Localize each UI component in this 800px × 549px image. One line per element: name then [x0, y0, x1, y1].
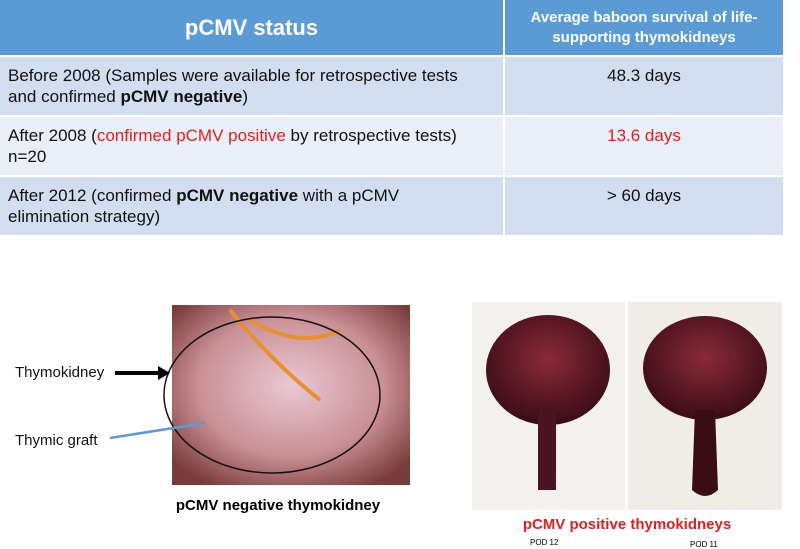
row-cell: Before 2008 (Samples were available for … [0, 57, 503, 115]
caption: pCMV positive thymokidneys [522, 516, 732, 533]
text: confirmed pCMV positive [96, 126, 286, 145]
pod-label: POD 11 [690, 540, 718, 549]
header-cell: pCMV status [0, 0, 503, 55]
text: ) [242, 87, 248, 106]
row-cell: 48.3 days [505, 57, 783, 115]
text: Before 2008 (Samples were available for … [8, 66, 458, 106]
header-cell: Average baboon survival of life-supporti… [505, 0, 783, 55]
text: After 2008 ( [8, 126, 97, 145]
caption: pCMV negative thymokidney [175, 497, 381, 514]
figures [109, 302, 782, 510]
text: pCMV negative [120, 87, 243, 106]
row-cell: After 2008 (confirmed pCMV positive by r… [0, 117, 503, 175]
pod-label: POD 12 [530, 538, 559, 547]
row-cell: After 2012 (confirmed pCMV negative with… [0, 177, 503, 235]
row-cell: 13.6 days [505, 117, 783, 175]
text: by retrospective tests) n=20 [8, 126, 457, 166]
label: Thymic graft [15, 432, 98, 449]
circle [163, 316, 381, 474]
text: pCMV negative [176, 186, 299, 205]
row-cell: > 60 days [505, 177, 783, 235]
text: with a pCMV elimination strategy) [8, 186, 400, 226]
arrow [109, 421, 206, 440]
text: After 2012 (confirmed [8, 186, 177, 205]
label: Thymokidney [15, 364, 105, 381]
